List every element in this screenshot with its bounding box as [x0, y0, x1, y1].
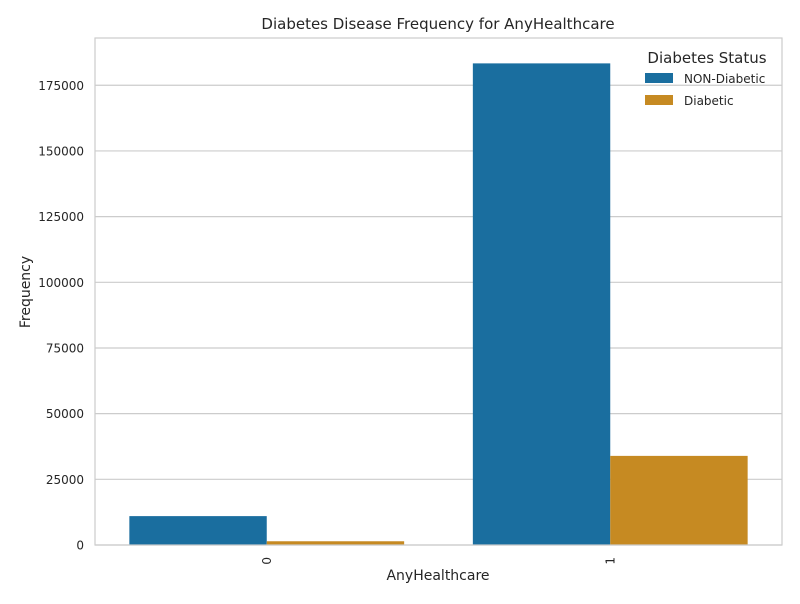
- chart-title: Diabetes Disease Frequency for AnyHealth…: [261, 15, 614, 33]
- legend-swatch: [645, 73, 673, 83]
- y-axis-label: Frequency: [18, 256, 34, 328]
- x-tick-label: 1: [603, 557, 617, 565]
- legend-title: Diabetes Status: [647, 49, 766, 67]
- y-axis-ticks: 0 25000 50000 75000 100000 125000 150000 175000: [38, 79, 84, 553]
- y-tick-label: 150000: [38, 144, 84, 158]
- y-tick-label: 175000: [38, 79, 84, 93]
- legend-items: NON-Diabetic Diabetic: [645, 72, 765, 108]
- y-tick-label: 25000: [46, 473, 84, 487]
- y-tick-label: 125000: [38, 210, 84, 224]
- y-tick-label: 50000: [46, 407, 84, 421]
- legend-label: Diabetic: [684, 94, 734, 108]
- y-tick-label: 100000: [38, 276, 84, 290]
- y-tick-label: 0: [76, 539, 84, 553]
- legend-swatch: [645, 95, 673, 105]
- x-tick-label: 0: [260, 557, 274, 565]
- legend-label: NON-Diabetic: [684, 72, 765, 86]
- bar-non-diabetic-1: [472, 63, 611, 545]
- bar-diabetic-1: [610, 455, 748, 545]
- legend: Diabetes Status NON-Diabetic Diabetic: [645, 49, 767, 108]
- plot-frame: [94, 37, 783, 546]
- bar-diabetic-0: [266, 541, 405, 545]
- bars: [129, 63, 748, 545]
- y-tick-label: 75000: [46, 341, 84, 355]
- bar-non-diabetic-0: [129, 516, 267, 545]
- x-axis-label: AnyHealthcare: [386, 568, 489, 584]
